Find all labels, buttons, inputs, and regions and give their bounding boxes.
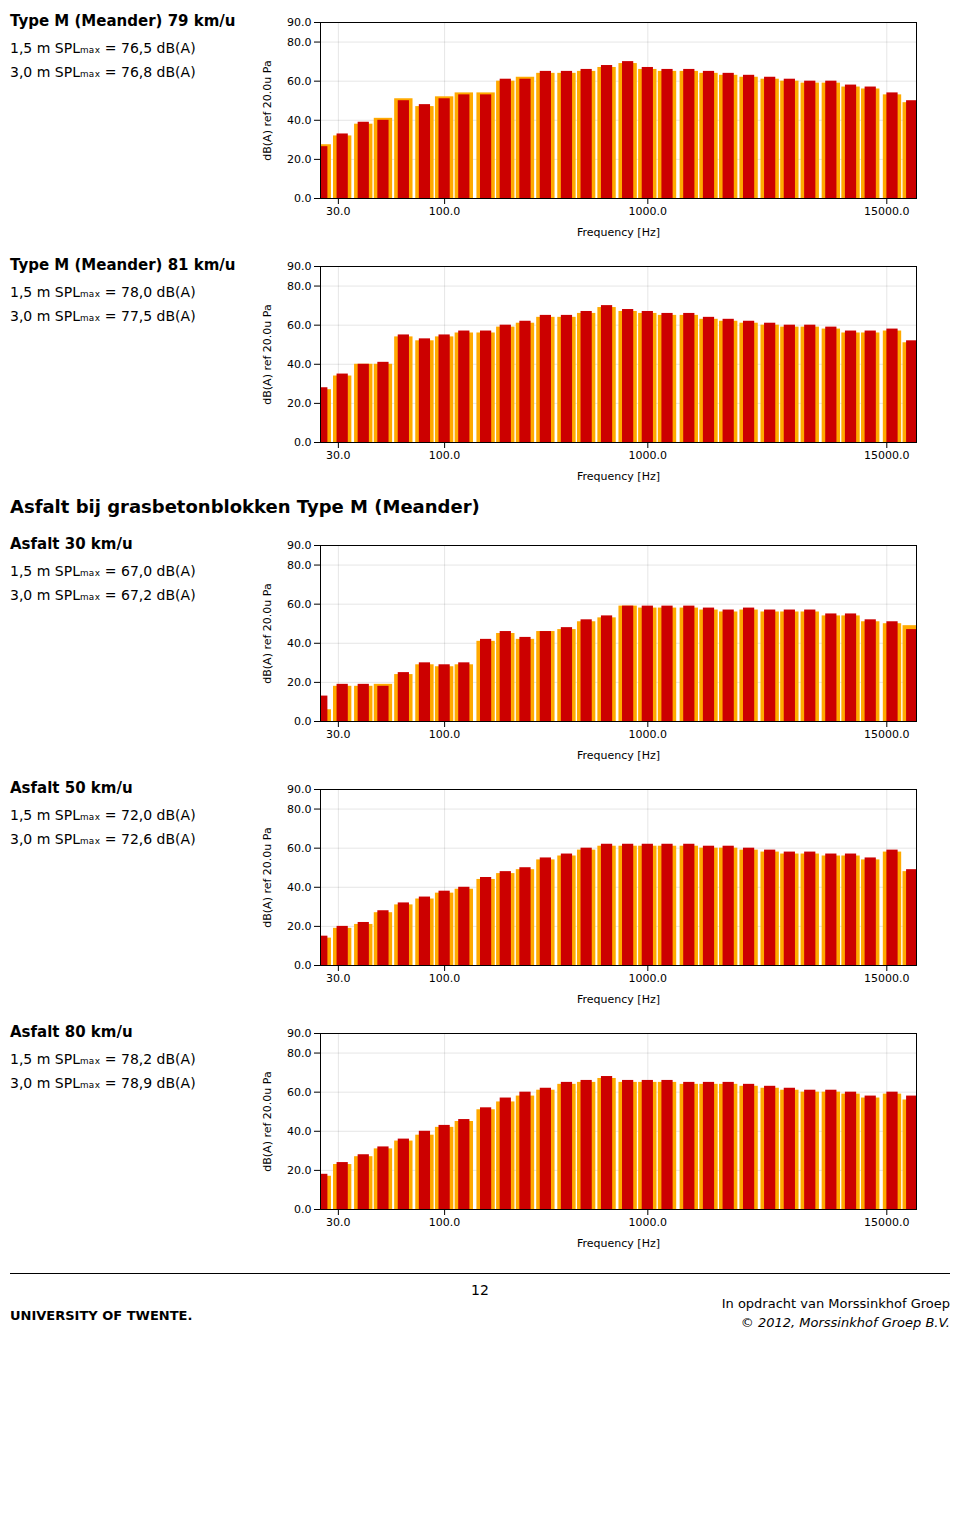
- html-text:Asfalt 80 km/u: Asfalt 80 km/u: [10, 1023, 133, 1041]
- svg-text:80.0: 80.0: [287, 1047, 312, 1060]
- svg-text:20.0: 20.0: [287, 676, 312, 689]
- svg-text:90.0: 90.0: [287, 260, 312, 273]
- svg-text:100.0: 100.0: [429, 205, 461, 218]
- svg-text:Frequency [Hz]: Frequency [Hz]: [577, 1237, 660, 1250]
- svg-text:Frequency [Hz]: Frequency [Hz]: [577, 470, 660, 483]
- svg-text:100.0: 100.0: [429, 972, 461, 985]
- svg-text:0.0: 0.0: [294, 715, 312, 728]
- html-text:1,5 m SPLₘₐₓ = 67,0 dB(A): 1,5 m SPLₘₐₓ = 67,0 dB(A): [10, 563, 196, 579]
- svg-text:1000.0: 1000.0: [629, 205, 668, 218]
- svg-text:Frequency [Hz]: Frequency [Hz]: [577, 226, 660, 239]
- svg-text:30.0: 30.0: [326, 972, 351, 985]
- html-text:Type M (Meander) 81 km/u: Type M (Meander) 81 km/u: [10, 256, 236, 274]
- svg-text:90.0: 90.0: [287, 539, 312, 552]
- svg-text:60.0: 60.0: [287, 75, 312, 88]
- svg-text:30.0: 30.0: [326, 449, 351, 462]
- html-text:1,5 m SPLₘₐₓ = 76,5 dB(A): 1,5 m SPLₘₐₓ = 76,5 dB(A): [10, 40, 196, 56]
- svg-text:100.0: 100.0: [429, 1216, 461, 1229]
- svg-text:20.0: 20.0: [287, 1164, 312, 1177]
- svg-text:30.0: 30.0: [326, 728, 351, 741]
- svg-text:15000.0: 15000.0: [864, 972, 910, 985]
- html-text:1,5 m SPLₘₐₓ = 78,2 dB(A): 1,5 m SPLₘₐₓ = 78,2 dB(A): [10, 1051, 196, 1067]
- svg-text:15000.0: 15000.0: [864, 205, 910, 218]
- html-text:In opdracht van Morssinkhof Gr: In opdracht van Morssinkhof Groep: [721, 1296, 950, 1311]
- svg-text:90.0: 90.0: [287, 1027, 312, 1040]
- svg-text:20.0: 20.0: [287, 397, 312, 410]
- svg-text:1000.0: 1000.0: [629, 1216, 668, 1229]
- svg-text:1000.0: 1000.0: [629, 728, 668, 741]
- svg-text:60.0: 60.0: [287, 1086, 312, 1099]
- svg-text:100.0: 100.0: [429, 449, 461, 462]
- svg-text:80.0: 80.0: [287, 280, 312, 293]
- svg-text:100.0: 100.0: [429, 728, 461, 741]
- svg-text:40.0: 40.0: [287, 1125, 312, 1138]
- svg-text:0.0: 0.0: [294, 1203, 312, 1216]
- html-text:Asfalt bij grasbetonblokken Ty: Asfalt bij grasbetonblokken Type M (Mean…: [10, 496, 480, 517]
- svg-text:dB(A) ref 20.0u Pa: dB(A) ref 20.0u Pa: [261, 60, 274, 160]
- svg-text:80.0: 80.0: [287, 36, 312, 49]
- html-text:Asfalt 30 km/u: Asfalt 30 km/u: [10, 535, 133, 553]
- html-text:3,0 m SPLₘₐₓ = 78,9 dB(A): 3,0 m SPLₘₐₓ = 78,9 dB(A): [10, 1075, 196, 1091]
- svg-text:40.0: 40.0: [287, 881, 312, 894]
- svg-text:90.0: 90.0: [287, 783, 312, 796]
- svg-text:dB(A) ref 20.0u Pa: dB(A) ref 20.0u Pa: [261, 1071, 274, 1171]
- svg-text:40.0: 40.0: [287, 114, 312, 127]
- svg-text:Frequency [Hz]: Frequency [Hz]: [577, 749, 660, 762]
- svg-text:60.0: 60.0: [287, 842, 312, 855]
- svg-text:0.0: 0.0: [294, 192, 312, 205]
- svg-text:dB(A) ref 20.0u Pa: dB(A) ref 20.0u Pa: [261, 304, 274, 404]
- html-text:3,0 m SPLₘₐₓ = 76,8 dB(A): 3,0 m SPLₘₐₓ = 76,8 dB(A): [10, 64, 196, 80]
- html-text:1,5 m SPLₘₐₓ = 72,0 dB(A): 1,5 m SPLₘₐₓ = 72,0 dB(A): [10, 807, 196, 823]
- svg-text:60.0: 60.0: [287, 598, 312, 611]
- svg-text:Frequency [Hz]: Frequency [Hz]: [577, 993, 660, 1006]
- svg-text:1000.0: 1000.0: [629, 449, 668, 462]
- svg-text:40.0: 40.0: [287, 637, 312, 650]
- svg-text:1000.0: 1000.0: [629, 972, 668, 985]
- svg-text:30.0: 30.0: [326, 1216, 351, 1229]
- html-text:3,0 m SPLₘₐₓ = 77,5 dB(A): 3,0 m SPLₘₐₓ = 77,5 dB(A): [10, 308, 196, 324]
- svg-text:0.0: 0.0: [294, 959, 312, 972]
- svg-text:60.0: 60.0: [287, 319, 312, 332]
- html-text:1,5 m SPLₘₐₓ = 78,0 dB(A): 1,5 m SPLₘₐₓ = 78,0 dB(A): [10, 284, 196, 300]
- html-text:UNIVERSITY OF TWENTE.: UNIVERSITY OF TWENTE.: [10, 1308, 193, 1323]
- html-text:3,0 m SPLₘₐₓ = 67,2 dB(A): 3,0 m SPLₘₐₓ = 67,2 dB(A): [10, 587, 196, 603]
- svg-text:30.0: 30.0: [326, 205, 351, 218]
- html-text:12: 12: [471, 1282, 489, 1298]
- svg-text:80.0: 80.0: [287, 559, 312, 572]
- svg-text:dB(A) ref 20.0u Pa: dB(A) ref 20.0u Pa: [261, 583, 274, 683]
- svg-text:15000.0: 15000.0: [864, 1216, 910, 1229]
- svg-text:80.0: 80.0: [287, 803, 312, 816]
- svg-text:dB(A) ref 20.0u Pa: dB(A) ref 20.0u Pa: [261, 827, 274, 927]
- html-text:Type M (Meander) 79 km/u: Type M (Meander) 79 km/u: [10, 12, 236, 30]
- html-text:3,0 m SPLₘₐₓ = 72,6 dB(A): 3,0 m SPLₘₐₓ = 72,6 dB(A): [10, 831, 196, 847]
- html-text:Asfalt 50 km/u: Asfalt 50 km/u: [10, 779, 133, 797]
- svg-text:20.0: 20.0: [287, 153, 312, 166]
- svg-text:0.0: 0.0: [294, 436, 312, 449]
- html-text:© 2012, Morssinkhof Groep B.V.: © 2012, Morssinkhof Groep B.V.: [740, 1315, 950, 1330]
- svg-text:90.0: 90.0: [287, 16, 312, 29]
- svg-text:20.0: 20.0: [287, 920, 312, 933]
- svg-text:15000.0: 15000.0: [864, 728, 910, 741]
- svg-text:40.0: 40.0: [287, 358, 312, 371]
- svg-text:15000.0: 15000.0: [864, 449, 910, 462]
